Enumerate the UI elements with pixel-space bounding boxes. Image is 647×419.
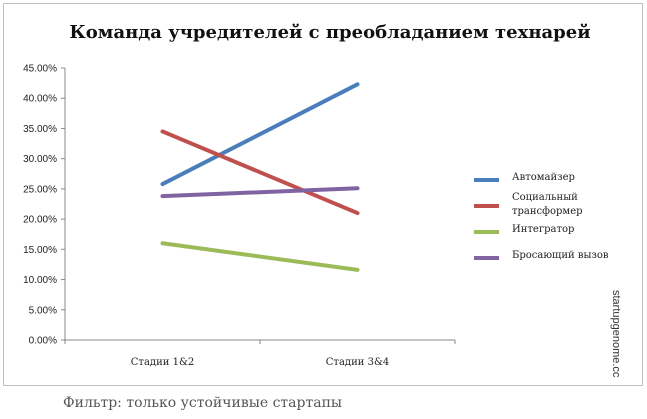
- legend-label: Интегратор: [512, 224, 575, 235]
- series-line-0: [160, 82, 360, 187]
- series-lines: [160, 82, 360, 272]
- y-tick-label: 25.00%: [23, 184, 57, 195]
- chart-title: Команда учредителей с преобладанием техн…: [69, 22, 591, 43]
- watermark: startupgenome.cc: [610, 290, 622, 378]
- series-line-3: [160, 186, 360, 199]
- y-tick-label: 20.00%: [23, 215, 57, 226]
- caption: Фильтр: только устойчивые стартапы: [63, 395, 343, 411]
- series-line-2: [160, 241, 360, 272]
- legend: Автомайзер Социальный трансформер Интегр…: [474, 160, 624, 270]
- legend-swatch: [474, 178, 499, 182]
- legend-label: Социальный трансформер: [512, 192, 583, 217]
- y-tick-label: 15.00%: [23, 245, 57, 256]
- y-tick-label: 10.00%: [23, 275, 57, 286]
- y-tick-label: 5.00%: [29, 305, 57, 316]
- x-tick-label: Стадии 3&4: [326, 357, 389, 368]
- y-tick-label: 40.00%: [23, 94, 57, 105]
- y-tick-label: 30.00%: [23, 154, 57, 165]
- y-tick-label: 35.00%: [23, 124, 57, 135]
- series-line-1: [160, 129, 360, 216]
- chart-frame: [3, 3, 643, 386]
- legend-swatch: [474, 230, 499, 234]
- y-tick-label: 0.00%: [29, 336, 57, 347]
- x-tick-label: Стадии 1&2: [131, 357, 194, 368]
- axes: 0.00% 5.00% 10.00% 15.00% 20.00% 25.00% 30.00%…: [23, 64, 456, 368]
- legend-label: Автомайзер: [512, 172, 575, 183]
- legend-label: Бросающий вызов: [512, 250, 609, 261]
- legend-swatch: [474, 204, 499, 208]
- y-tick-label: 45.00%: [23, 64, 57, 75]
- legend-swatch: [474, 256, 499, 260]
